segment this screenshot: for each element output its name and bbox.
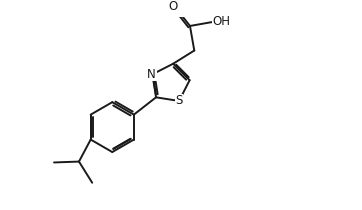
Text: O: O xyxy=(169,0,178,13)
Text: S: S xyxy=(175,94,183,108)
Text: OH: OH xyxy=(212,16,231,29)
Text: N: N xyxy=(147,68,156,81)
